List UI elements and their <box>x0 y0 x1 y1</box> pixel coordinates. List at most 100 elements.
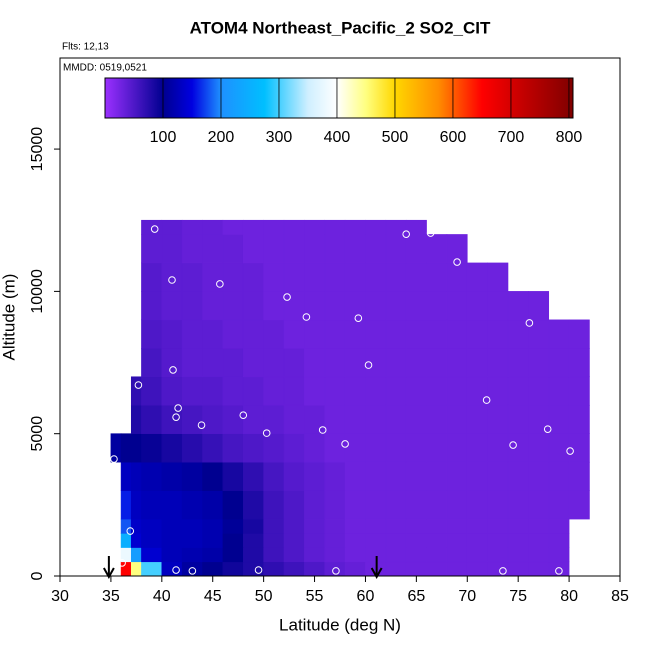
heat-cell <box>568 461 590 491</box>
heat-cell <box>141 404 163 434</box>
heat-cell <box>263 376 285 406</box>
heat-cell <box>222 404 244 434</box>
colorbar <box>104 77 574 119</box>
heat-cell <box>304 533 326 548</box>
heat-cell <box>324 404 346 434</box>
heat-cell <box>181 234 203 264</box>
heat-cell <box>487 547 509 563</box>
heat-cell <box>202 219 224 235</box>
heat-cell <box>385 376 407 406</box>
flight-point <box>126 527 135 535</box>
heat-cell <box>304 319 326 349</box>
heat-cell <box>487 376 509 406</box>
heat-cell <box>304 219 326 235</box>
heat-cell <box>385 262 407 292</box>
flight-point <box>216 280 224 288</box>
heat-cell <box>141 518 163 534</box>
heat-cell <box>344 404 366 434</box>
flight-point <box>172 566 180 574</box>
y-axis-label: Altitude (m) <box>0 274 18 361</box>
heat-cell <box>528 404 550 434</box>
heat-cell <box>324 219 346 235</box>
heat-cell <box>130 533 142 548</box>
heat-cell <box>365 291 387 321</box>
heat-cell <box>528 561 550 577</box>
y-tick-label: 10000 <box>29 269 46 314</box>
heat-cell <box>385 547 407 563</box>
heat-cell <box>446 518 468 534</box>
heat-cell <box>283 433 305 463</box>
heat-cell <box>324 518 346 534</box>
heat-cell <box>242 533 264 548</box>
heat-cell <box>568 319 590 349</box>
heat-cell <box>202 533 224 548</box>
heat-cell <box>141 461 163 491</box>
heat-cell <box>426 533 448 548</box>
x-tick-label: 55 <box>306 588 324 605</box>
heat-cell <box>130 561 142 577</box>
flight-point <box>509 441 517 449</box>
heat-cell <box>365 490 387 520</box>
heat-cell <box>487 518 509 534</box>
heat-cell <box>304 262 326 292</box>
heat-cell <box>222 433 244 463</box>
heat-cell <box>130 547 142 563</box>
heat-cell <box>446 433 468 463</box>
flight-point <box>499 567 507 575</box>
heat-cell <box>202 234 224 264</box>
heat-cell <box>344 376 366 406</box>
heat-cell <box>304 461 326 491</box>
heat-cell <box>426 234 448 264</box>
flight-point <box>583 306 592 314</box>
flight-point <box>364 361 373 369</box>
heat-cell <box>161 533 183 548</box>
flight-point <box>426 229 435 237</box>
heat-cell <box>487 533 509 548</box>
heat-cell <box>446 262 468 292</box>
heat-cell <box>304 348 326 378</box>
heat-cell <box>426 319 448 349</box>
heat-cell <box>405 404 427 434</box>
heat-cell <box>426 547 448 563</box>
colorbar-tick-label: 700 <box>498 129 525 146</box>
heat-cell <box>446 461 468 491</box>
heat-cell <box>365 533 387 548</box>
heat-cell <box>405 234 427 264</box>
heat-cell <box>446 547 468 563</box>
colorbar-tick-label: 200 <box>208 129 235 146</box>
heat-cell <box>426 291 448 321</box>
flight-point <box>239 411 248 419</box>
heat-cell <box>161 433 183 463</box>
heat-cell <box>548 547 570 563</box>
flight-point <box>566 447 574 455</box>
heat-cell <box>263 547 285 563</box>
heat-cell <box>466 518 488 534</box>
flight-point <box>110 455 118 463</box>
colorbar-tick-label: 400 <box>324 129 351 146</box>
heat-cell <box>324 461 346 491</box>
heat-cell <box>304 404 326 434</box>
heat-cell <box>405 433 427 463</box>
heat-cell <box>222 319 244 349</box>
heat-cell <box>222 518 244 534</box>
heat-cell <box>466 533 488 548</box>
heat-cell <box>161 490 183 520</box>
heat-cell <box>446 291 468 321</box>
heat-cell <box>242 490 264 520</box>
heat-cell <box>446 490 468 520</box>
heat-cell <box>130 433 142 463</box>
heat-cell <box>426 518 448 534</box>
flight-point <box>197 421 206 429</box>
heat-cell <box>344 547 366 563</box>
heat-cell <box>507 376 529 406</box>
flight-point <box>402 230 410 238</box>
heat-cell <box>446 348 468 378</box>
heat-cell <box>141 547 163 563</box>
heat-cell <box>344 433 366 463</box>
flight-point <box>341 440 349 448</box>
heat-cell <box>466 561 488 577</box>
heat-cell <box>181 433 203 463</box>
heat-cell <box>405 533 427 548</box>
heat-cell <box>242 348 264 378</box>
heat-cell <box>487 461 509 491</box>
